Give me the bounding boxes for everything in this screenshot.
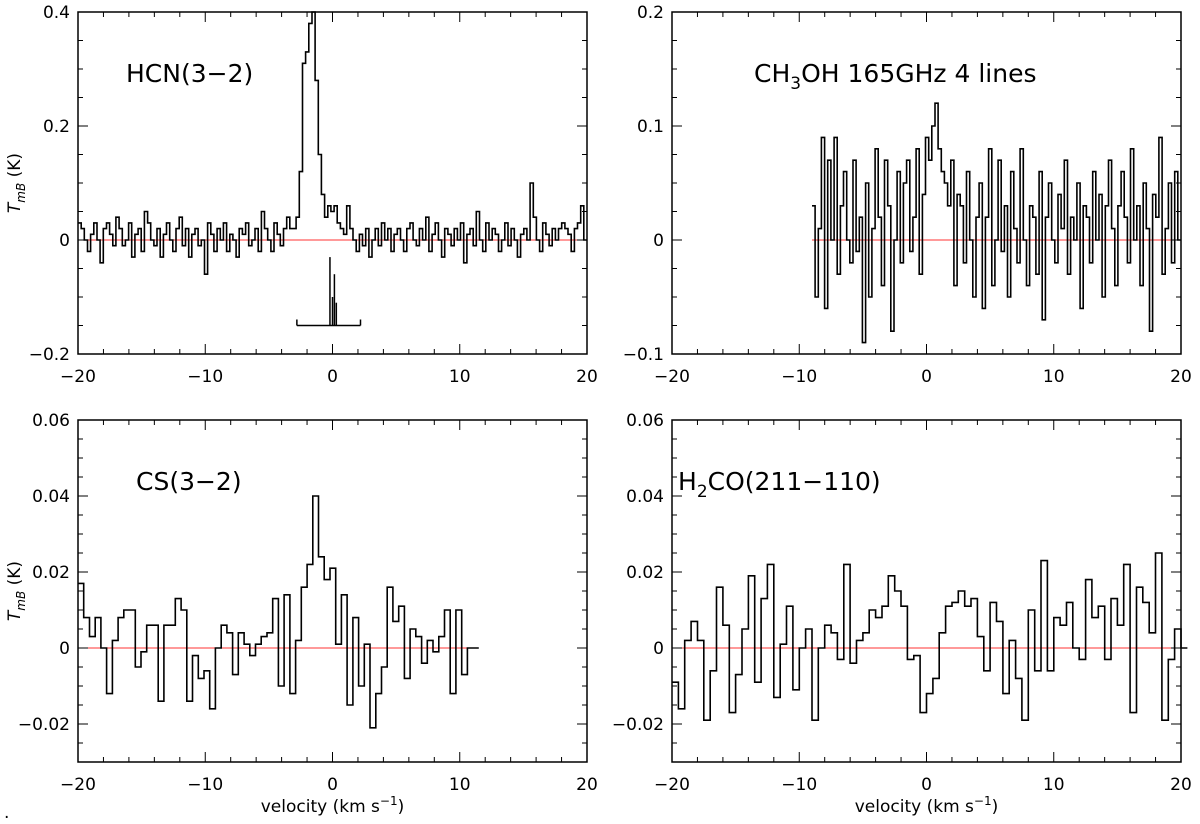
- panel-title: CH3OH 165GHz 4 lines: [754, 59, 1036, 94]
- x-tick-label: −10: [781, 367, 817, 387]
- x-tick-label: 20: [1170, 775, 1192, 795]
- x-tick-label: 0: [327, 367, 338, 387]
- x-tick-label: 20: [1170, 367, 1192, 387]
- spectrum-line: [812, 102, 1181, 344]
- y-tick-label: 0: [653, 639, 664, 659]
- y-label-sub: mB: [14, 591, 28, 611]
- x-tick-label: −10: [187, 367, 223, 387]
- x-tick-label: −20: [654, 775, 690, 795]
- x-label-end: ): [992, 797, 999, 817]
- spectrum-line: [672, 552, 1188, 721]
- x-tick-label: 20: [576, 775, 598, 795]
- y-tick-label: 0.06: [626, 411, 664, 431]
- x-tick-label: −20: [60, 367, 96, 387]
- panel-h2co: −20 −10 0 10 20 −0.02 0 0.02 0.04 0.06 H2CO(211−11…: [612, 411, 1192, 817]
- y-tick-label: 0.2: [43, 117, 70, 137]
- panel-title: HCN(3−2): [126, 59, 253, 88]
- y-axis-label: TmB (K): [5, 561, 28, 621]
- x-tick-label: 10: [1043, 367, 1065, 387]
- panel-ch3oh: −20 −10 0 10 20 −0.1 0 0.1 0.2 CH3OH 165GHz 4 lin…: [623, 3, 1192, 387]
- y-tick-label: 0.02: [32, 563, 70, 583]
- y-label-unit: (K): [5, 561, 25, 591]
- y-axis-label: TmB (K): [5, 153, 28, 213]
- x-axis-label: velocity (km s−1): [855, 794, 999, 817]
- x-tick-label: 0: [327, 775, 338, 795]
- x-label-text: velocity (km s: [261, 797, 380, 817]
- x-axis-label: velocity (km s−1): [261, 794, 405, 817]
- y-tick-label: 0.04: [32, 487, 70, 507]
- y-label-unit: (K): [5, 153, 25, 183]
- y-tick-label: −0.02: [612, 715, 664, 735]
- spectrum-line: [78, 495, 479, 729]
- y-tick-label: 0.04: [626, 487, 664, 507]
- y-tick-label: 0.1: [637, 117, 664, 137]
- y-tick-label: 0.4: [43, 3, 70, 23]
- corner-mark: .: [4, 803, 9, 823]
- y-label-main: T: [5, 201, 25, 213]
- x-tick-label: 0: [921, 367, 932, 387]
- y-tick-label: 0.2: [637, 3, 664, 23]
- spectrum-line: [78, 11, 587, 275]
- y-tick-label: 0: [59, 231, 70, 251]
- y-tick-label: 0.02: [626, 563, 664, 583]
- panel-title: H2CO(211−110): [678, 467, 881, 502]
- x-tick-label: 0: [921, 775, 932, 795]
- x-tick-label: −20: [654, 367, 690, 387]
- title-part: H: [678, 467, 697, 496]
- title-part: CO(211−110): [708, 467, 881, 496]
- x-tick-label: 10: [1043, 775, 1065, 795]
- panel-cs: −20 −10 0 10 20 −0.02 0 0.02 0.04 0.06 CS(3−2) TmB …: [5, 411, 598, 817]
- x-label-text: velocity (km s: [855, 797, 974, 817]
- y-tick-label: −0.02: [18, 715, 70, 735]
- title-part: OH 165GHz 4 lines: [801, 59, 1036, 88]
- panel-title: CS(3−2): [136, 467, 242, 496]
- x-label-sup: −1: [974, 794, 992, 808]
- y-tick-label: 0: [653, 231, 664, 251]
- y-label-sub: mB: [14, 183, 28, 203]
- title-subscript: 3: [790, 74, 801, 94]
- x-tick-label: 10: [449, 367, 471, 387]
- y-tick-label: 0.06: [32, 411, 70, 431]
- y-tick-label: −0.1: [623, 345, 664, 365]
- panel-hcn: −20 −10 0 10 20 −0.2 0 0.2 0.4 HCN(3−2) TmB (K): [5, 3, 598, 387]
- x-label-end: ): [398, 797, 405, 817]
- y-label-main: T: [5, 609, 25, 621]
- x-label-sup: −1: [380, 794, 398, 808]
- y-tick-label: 0: [59, 639, 70, 659]
- x-tick-label: −10: [187, 775, 223, 795]
- x-tick-label: −20: [60, 775, 96, 795]
- x-tick-label: 10: [449, 775, 471, 795]
- y-tick-label: −0.2: [29, 345, 70, 365]
- x-tick-label: 20: [576, 367, 598, 387]
- title-subscript: 2: [697, 482, 708, 502]
- x-tick-label: −10: [781, 775, 817, 795]
- title-part: CH: [754, 59, 790, 88]
